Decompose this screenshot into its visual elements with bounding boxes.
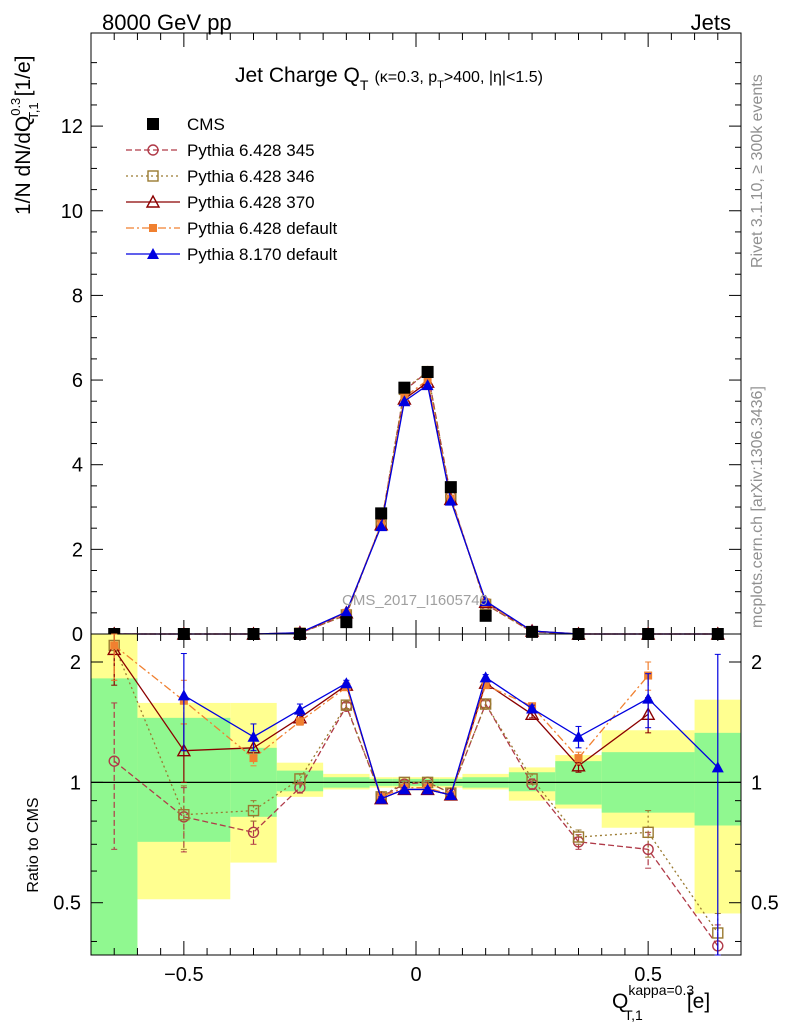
ratio-point-p345	[247, 826, 260, 839]
header-left: 8000 GeV pp	[102, 10, 232, 35]
ratio-point-p345	[108, 755, 120, 767]
main-point-cms	[444, 481, 457, 494]
legend-item-p8: Pythia 8.170 default	[126, 245, 338, 264]
ratio-y-axis-label: Ratio to CMS	[25, 797, 42, 892]
legend-label-cms: CMS	[187, 115, 225, 134]
main-panel: 0 2 4 6 8 10 12	[61, 32, 742, 646]
legend-item-p345: Pythia 6.428 345	[126, 141, 315, 160]
mcplots-reference-text: mcplots.cern.ch [arXiv:1306.3436]	[749, 386, 766, 628]
legend-marker-p8	[147, 248, 159, 259]
legend-label-pdefault: Pythia 6.428 default	[187, 219, 338, 238]
ratio-point-p346	[178, 809, 190, 821]
main-point-p8	[444, 494, 457, 506]
ratio-point-p8	[293, 703, 306, 715]
main-point-cms	[398, 381, 411, 394]
ratio-point-p370	[571, 758, 586, 772]
ratio-point-p8	[444, 788, 457, 800]
ratio-point-p345	[642, 843, 654, 856]
ratio-point-p346	[572, 831, 585, 843]
ratio-y-tick-label: 2	[70, 652, 81, 674]
ratio-y-tick-label-right: 2	[751, 652, 762, 674]
legend-item-p370: Pythia 6.428 370	[126, 193, 315, 212]
ratio-point-p8	[375, 792, 388, 804]
main-y-tick-label: 4	[72, 455, 83, 477]
legend-marker-p370	[145, 194, 161, 208]
legend-item-pdefault: Pythia 6.428 default	[126, 219, 338, 238]
rivet-version-text: Rivet 3.1.10, ≥ 300k events	[749, 74, 766, 268]
main-point-cms	[421, 366, 434, 379]
ratio-point-p8	[421, 783, 434, 795]
x-tick-label: −0.5	[164, 964, 203, 986]
ratio-point-pdefault	[574, 754, 583, 763]
ratio-point-p345	[294, 781, 306, 794]
ratio-y-tick-label: 1	[70, 772, 81, 794]
main-point-p8	[340, 605, 353, 617]
legend-item-cms: CMS	[147, 115, 225, 134]
legend-marker-p346	[147, 170, 159, 182]
ratio-point-pdefault	[110, 641, 119, 650]
ratio-point-p346	[526, 773, 538, 785]
main-y-tick-label: 2	[72, 539, 83, 561]
ratio-point-p8	[711, 761, 724, 773]
ratio-point-p346	[642, 826, 654, 839]
legend-label-p345: Pythia 6.428 345	[187, 141, 315, 160]
ratio-point-p8	[572, 730, 585, 742]
legend-label-p370: Pythia 6.428 370	[187, 193, 315, 212]
ratio-point-p8	[479, 671, 492, 683]
ratio-point-p346	[340, 699, 353, 711]
legend: CMS Pythia 6.428 345 Pythia 6.428 346 Pythi…	[126, 115, 338, 264]
main-point-cms	[375, 507, 388, 520]
legend-item-p346: Pythia 6.428 346	[126, 167, 315, 186]
ratio-point-p346	[247, 804, 260, 817]
header-right: Jets	[691, 10, 731, 35]
main-y-axis-label: 1/N dN/dQ0.3 T,1[1/e]	[8, 55, 41, 215]
ratio-point-p346	[479, 698, 492, 710]
ratio-point-pdefault	[481, 681, 490, 690]
legend-label-p346: Pythia 6.428 346	[187, 167, 315, 186]
main-y-tick-label: 0	[72, 624, 83, 646]
main-y-tick-label: 12	[61, 116, 83, 138]
main-point-cms	[479, 609, 492, 622]
main-point-p8	[479, 594, 492, 606]
analysis-watermark: CMS_2017_I1605749	[342, 592, 488, 609]
ratio-y-tick-label-right: 1	[751, 772, 762, 794]
x-tick-label: 0.5	[634, 964, 662, 986]
ratio-point-p8	[247, 730, 260, 742]
ratio-y-tick-label-right: 0.5	[751, 893, 779, 915]
ratio-point-p8	[526, 702, 539, 714]
ratio-point-pdefault	[249, 754, 258, 763]
main-point-p8	[398, 395, 411, 407]
ratio-point-pdefault	[295, 717, 304, 726]
x-tick-label: 0	[410, 964, 421, 986]
ratio-point-p8	[642, 692, 655, 704]
legend-marker-cms	[147, 118, 159, 130]
legend-marker-p345	[147, 144, 159, 156]
ratio-point-p8	[398, 783, 411, 795]
main-point-cms	[526, 625, 539, 638]
ratio-point-p370	[524, 706, 540, 720]
main-y-tick-label: 8	[72, 285, 83, 307]
main-point-cms	[340, 616, 353, 629]
main-y-tick-label: 6	[72, 370, 83, 392]
main-point-p8	[375, 520, 388, 532]
ratio-point-p8	[177, 689, 190, 701]
ratio-point-p346	[294, 773, 306, 785]
ratio-panel: 0.5 0.5 1 1 2 2 −0.5 0 0.5	[53, 633, 779, 986]
ratio-y-tick-label: 0.5	[53, 893, 81, 915]
legend-label-p8: Pythia 8.170 default	[187, 245, 338, 264]
chart-title: Jet Charge QT (κ=0.3, pT>400, |η|<1.5)	[235, 64, 543, 93]
main-point-p8	[421, 379, 434, 391]
main-y-tick-label: 10	[61, 201, 83, 223]
x-axis-label: Qkappa=0.3 T,1[e]	[612, 982, 710, 1023]
legend-marker-pdefault	[149, 224, 157, 232]
ratio-series-line-p345	[113, 702, 719, 947]
ratio-point-p370	[176, 743, 192, 757]
ratio-point-p8	[340, 677, 353, 689]
ratio-series-line-p346	[113, 645, 719, 934]
